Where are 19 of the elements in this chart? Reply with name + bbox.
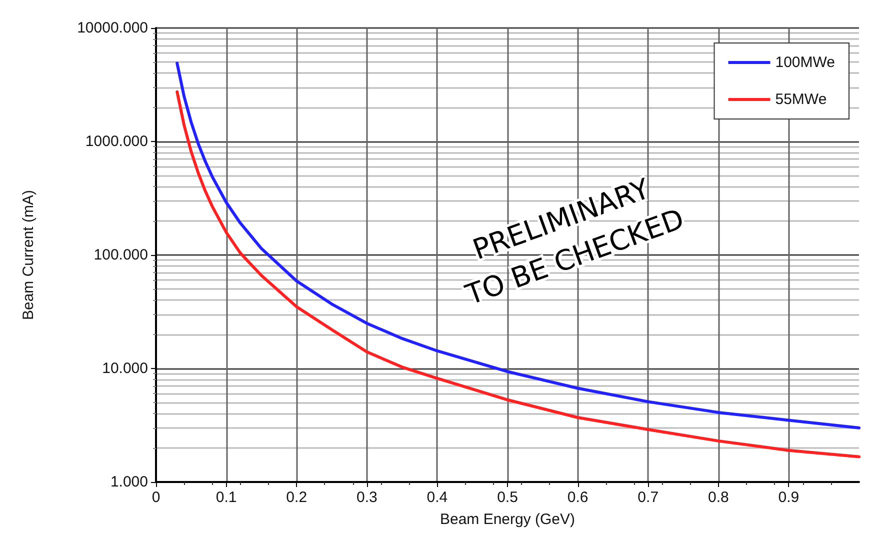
x-tick-label: 0.5 [497, 489, 518, 506]
y-tick-label: 10.000 [102, 360, 148, 377]
x-tick-label: 0.9 [778, 489, 800, 506]
legend-label: 100MWe [775, 54, 836, 71]
y-tick-label: 1.000 [110, 474, 148, 490]
y-tick-label: 100.000 [94, 246, 148, 264]
y-axis-title: Beam Current (mA) [20, 190, 37, 320]
x-tick-label: 0 [152, 489, 160, 506]
x-tick-label: 0.4 [426, 489, 448, 506]
x-axis-title: Beam Energy (GeV) [440, 511, 576, 528]
legend-label: 55MWe [775, 91, 827, 108]
x-tick-label: 0.1 [216, 489, 237, 506]
x-tick-label: 0.2 [286, 489, 308, 506]
x-tick-label: 0.6 [567, 489, 588, 506]
x-tick-label: 0.7 [638, 489, 659, 506]
y-tick-label: 1000.000 [85, 133, 148, 150]
x-tick-label: 0.8 [708, 489, 729, 506]
x-tick-label: 0.3 [356, 489, 378, 506]
y-tick-label: 10000.000 [77, 20, 148, 36]
